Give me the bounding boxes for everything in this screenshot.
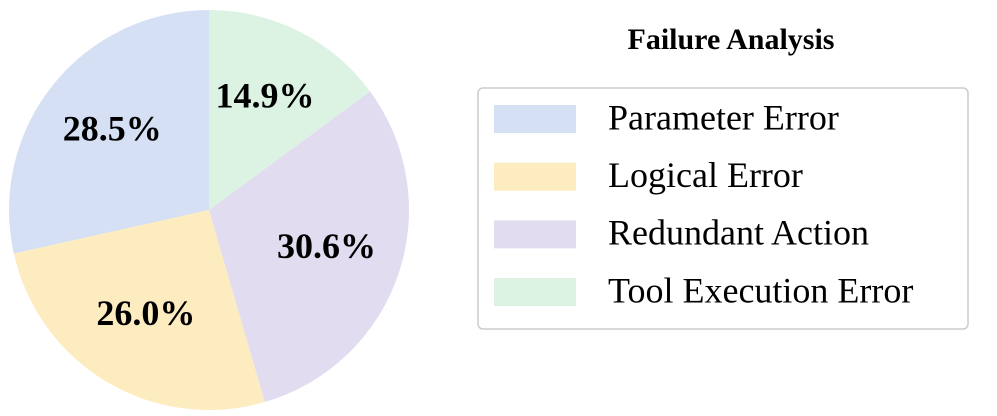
slice-label: 26.0% — [96, 293, 195, 333]
legend-swatch — [494, 278, 576, 307]
pie-slice — [8, 10, 209, 254]
legend-swatch — [494, 220, 576, 249]
legend-title: Failure Analysis — [628, 23, 835, 56]
pie-slice — [13, 210, 265, 410]
slice-label: 30.6% — [277, 226, 376, 266]
legend-label: Parameter Error — [608, 97, 839, 137]
slice-label: 14.9% — [215, 76, 314, 116]
legend-label: Tool Execution Error — [608, 270, 913, 310]
legend-box — [477, 87, 969, 330]
legend-label: Redundant Action — [608, 213, 869, 253]
legend-swatch — [494, 105, 576, 133]
pie-slice — [209, 91, 409, 403]
slice-label: 28.5% — [63, 109, 162, 149]
pie-slice — [209, 9, 371, 210]
legend-swatch — [494, 162, 576, 191]
legend-label: Logical Error — [608, 155, 803, 195]
